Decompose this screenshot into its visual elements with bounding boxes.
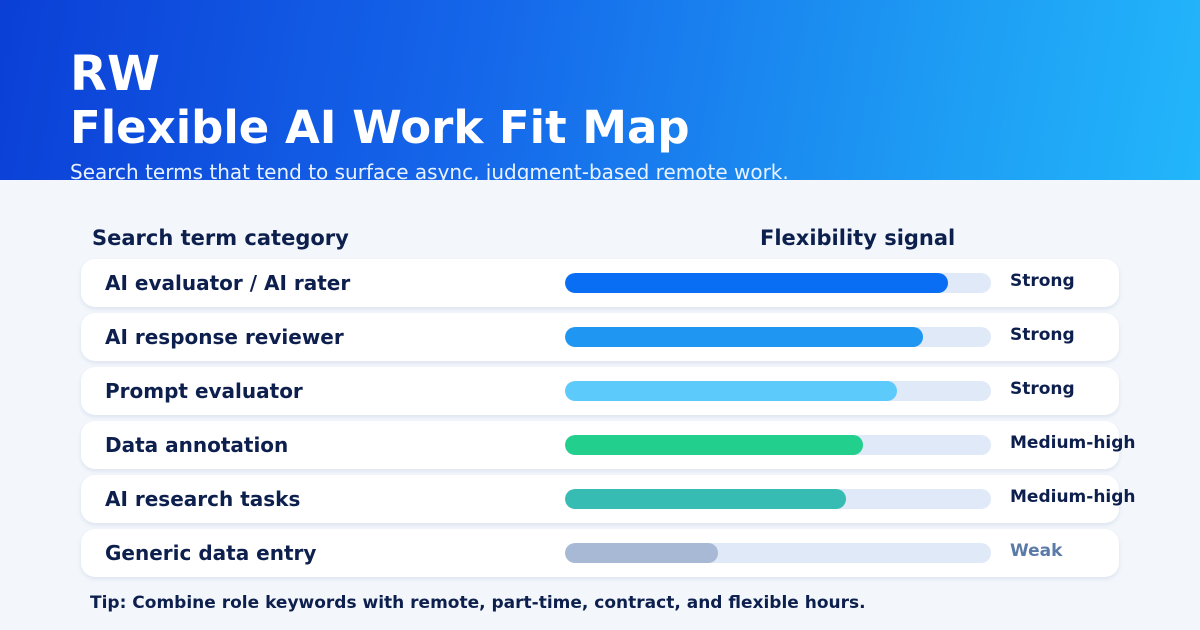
- bar-fill: [565, 489, 846, 509]
- chart-row: AI evaluator / AI rater Strong: [81, 259, 1119, 307]
- signal-label: Strong: [1010, 379, 1075, 399]
- page-title: Flexible AI Work Fit Map: [70, 101, 690, 154]
- chart-row: AI research tasks Medium-high: [81, 475, 1136, 523]
- footer-tip: Tip: Combine role keywords with remote, …: [90, 593, 866, 613]
- chart-row: Data annotation Medium-high: [81, 421, 1136, 469]
- signal-label: Medium-high: [1010, 487, 1136, 507]
- category-label: AI research tasks: [105, 487, 301, 511]
- column-header-category: Search term category: [92, 226, 349, 250]
- category-label: AI response reviewer: [105, 325, 344, 349]
- signal-label: Strong: [1010, 271, 1075, 291]
- brand-logo-text: RW: [70, 46, 160, 102]
- category-label: Generic data entry: [105, 541, 317, 565]
- column-header-signal: Flexibility signal: [760, 226, 956, 250]
- category-label: AI evaluator / AI rater: [105, 271, 351, 295]
- bar-track: [565, 435, 991, 455]
- bar-fill: [565, 273, 948, 293]
- bar-track: [565, 543, 991, 563]
- bar-track: [565, 381, 991, 401]
- chart-row: Prompt evaluator Strong: [81, 367, 1119, 415]
- page-subtitle: Search terms that tend to surface async,…: [70, 160, 789, 180]
- bar-fill: [565, 381, 897, 401]
- bar-track: [565, 489, 991, 509]
- bar-track: [565, 327, 991, 347]
- signal-label: Strong: [1010, 325, 1075, 345]
- category-label: Data annotation: [105, 433, 289, 457]
- bar-fill: [565, 327, 923, 347]
- bar-fill: [565, 543, 718, 563]
- chart-row: Generic data entry Weak: [81, 529, 1119, 577]
- category-label: Prompt evaluator: [105, 379, 303, 403]
- signal-label: Weak: [1010, 541, 1063, 561]
- bar-fill: [565, 435, 863, 455]
- bar-track: [565, 273, 991, 293]
- chart-row: AI response reviewer Strong: [81, 313, 1119, 361]
- signal-label: Medium-high: [1010, 433, 1136, 453]
- header-banner: RW Flexible AI Work Fit Map Search terms…: [0, 0, 1200, 180]
